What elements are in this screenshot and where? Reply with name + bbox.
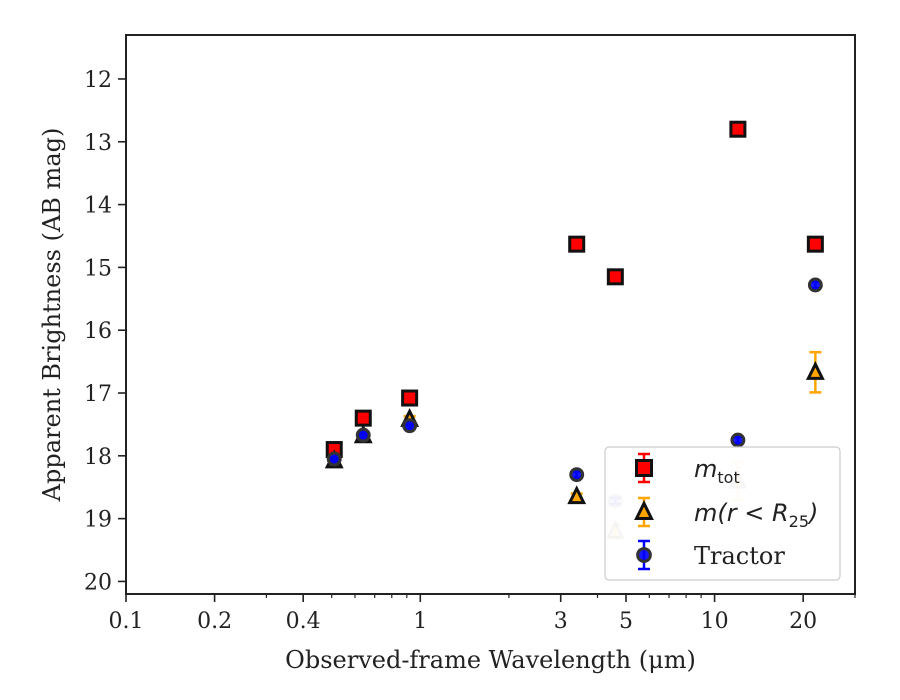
x-tick-label: 5 xyxy=(619,609,633,634)
legend-label: mtot xyxy=(694,455,740,487)
data-point xyxy=(729,120,747,138)
legend-label: m(r < R25) xyxy=(694,499,818,531)
square-marker xyxy=(568,235,586,253)
circle-marker xyxy=(730,432,746,448)
y-tick-label: 16 xyxy=(84,319,112,344)
x-tick-label: 10 xyxy=(701,609,729,634)
square-marker xyxy=(606,268,624,286)
circle-marker xyxy=(807,277,823,293)
x-tick-label: 0.4 xyxy=(286,609,321,634)
x-tick-label: 0.1 xyxy=(109,609,144,634)
data-point xyxy=(806,235,824,253)
legend-box xyxy=(604,446,841,581)
triangle-marker xyxy=(805,360,825,380)
square-marker xyxy=(806,235,824,253)
circle-marker xyxy=(326,451,342,467)
legend-label: Tractor xyxy=(694,542,785,570)
data-point xyxy=(569,467,585,483)
plot-area xyxy=(324,120,825,539)
y-axis-label: Apparent Brightness (AB mag) xyxy=(38,128,66,503)
data-point xyxy=(401,389,419,407)
x-tick-label: 3 xyxy=(554,609,568,634)
data-point xyxy=(606,268,624,286)
y-tick-label: 17 xyxy=(84,382,112,407)
legend-marker xyxy=(636,547,652,563)
data-point xyxy=(402,418,418,434)
legend-entry: Tractor xyxy=(636,539,785,571)
y-tick-label: 20 xyxy=(84,570,112,595)
circle-marker xyxy=(355,427,371,443)
y-tick-label: 18 xyxy=(84,445,112,470)
x-axis-label: Observed-frame Wavelength (μm) xyxy=(285,646,696,674)
legend-entry: m(r < R25) xyxy=(634,496,818,531)
data-point xyxy=(567,485,587,505)
y-tick-label: 15 xyxy=(84,256,112,281)
square-marker xyxy=(635,459,653,477)
circle-marker xyxy=(402,418,418,434)
data-point xyxy=(568,235,586,253)
circle-marker xyxy=(569,467,585,483)
data-point xyxy=(730,432,746,448)
legend-entry: mtot xyxy=(635,452,740,487)
legend-marker xyxy=(635,459,653,477)
legend: mtot m(r < R25) Tractor xyxy=(604,446,841,581)
data-point xyxy=(354,409,372,427)
data-point xyxy=(355,427,371,443)
y-tick-label: 13 xyxy=(84,131,112,156)
y-tick-label: 19 xyxy=(84,508,112,533)
x-tick-label: 0.2 xyxy=(197,609,232,634)
triangle-marker xyxy=(567,485,587,505)
data-point xyxy=(805,360,825,380)
circle-marker xyxy=(636,547,652,563)
x-tick-label: 1 xyxy=(413,609,427,634)
plot-frame xyxy=(125,34,856,595)
y-tick-label: 12 xyxy=(84,68,112,93)
square-marker xyxy=(401,389,419,407)
triangle-marker xyxy=(634,500,654,520)
series-square xyxy=(325,120,824,459)
legend-marker xyxy=(634,500,654,520)
square-marker xyxy=(729,120,747,138)
y-tick-label: 14 xyxy=(84,194,112,219)
x-tick-label: 20 xyxy=(789,609,817,634)
data-point xyxy=(807,277,823,293)
data-point xyxy=(326,451,342,467)
square-marker xyxy=(354,409,372,427)
